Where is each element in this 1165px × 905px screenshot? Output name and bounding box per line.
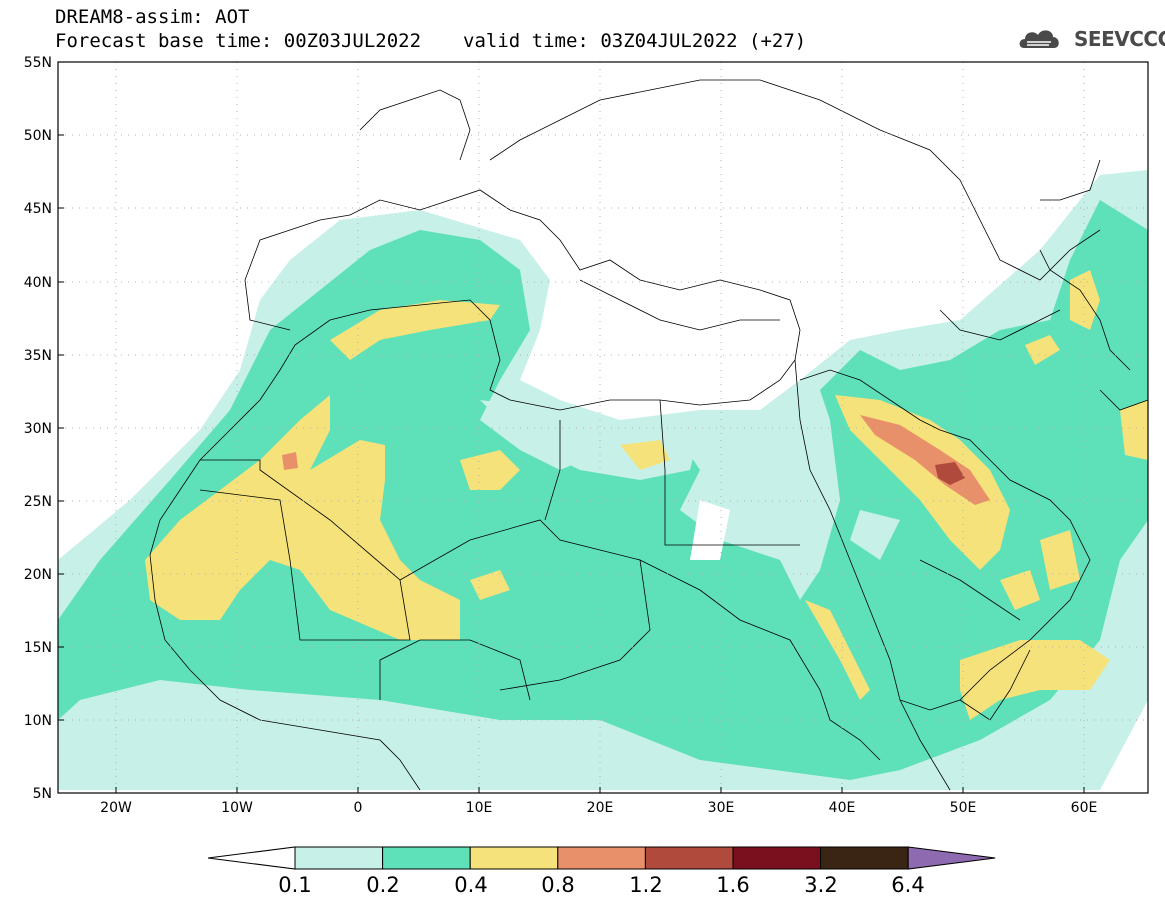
colorbar-cell [382,846,471,870]
axis-ticks [58,61,1085,793]
lat-label: 25N [24,494,52,510]
lat-label: 55N [24,55,52,71]
colorbar-label: 1.6 [716,873,749,897]
lat-label: 10N [24,713,52,729]
aot-contours [58,170,1148,790]
colorbar-label: 0.8 [541,873,574,897]
map-title: DREAM8-assim: AOT [55,6,250,28]
colorbar-over-arrow [907,846,996,870]
lat-label: 45N [24,201,52,217]
colorbar-under-arrow [207,846,296,870]
colorbar-cell [820,846,909,870]
lon-label: 20W [100,800,132,816]
lon-label: 30E [708,800,735,816]
colorbar-cell [557,846,646,870]
logo-text: SEEVCCC [1074,27,1165,51]
colorbar-label: 0.4 [454,873,487,897]
coastlines-borders [149,79,1148,791]
lat-lon-grid [58,62,1148,793]
aot-band-0.4 [145,395,460,640]
lon-label: 10E [466,800,493,816]
lat-label: 35N [24,348,52,364]
colorbar-cells [207,846,996,870]
cloud-logo-icon [1019,30,1059,48]
lat-label: 50N [24,128,52,144]
colorbar-labels: 0.1 0.2 0.4 0.8 1.2 1.6 3.2 6.4 [278,873,924,897]
lat-label: 15N [24,640,52,656]
lon-label: 40E [829,800,856,816]
aot-band-1.2 [935,462,965,485]
lon-label: 60E [1071,800,1098,816]
colorbar-cell [294,846,384,870]
aot-colorbar: 0.1 0.2 0.4 0.8 1.2 1.6 3.2 6.4 [207,846,996,897]
lon-label: 50E [950,800,977,816]
lat-label: 40N [24,275,52,291]
colorbar-label: 0.1 [278,873,311,897]
colorbar-cell [469,846,559,870]
valid-time: valid time: 03Z04JUL2022 (+27) [463,30,807,52]
colorbar-cell [732,846,822,870]
lon-label: 0 [354,800,363,816]
aot-band-0.2 [58,200,1148,780]
colorbar-label: 6.4 [891,873,924,897]
colorbar-label: 1.2 [629,873,662,897]
base-time: Forecast base time: 00Z03JUL2022 [55,30,422,52]
aot-band-0.8 [860,415,990,505]
forecast-times: Forecast base time: 00Z03JUL2022 valid ti… [55,31,806,51]
colorbar-label: 0.2 [366,873,399,897]
lon-label: 20E [587,800,614,816]
colorbar-label: 3.2 [804,873,837,897]
aot-map: 55N 50N 45N 40N 35N 30N 25N 20N 15N 10N … [24,55,1149,816]
lat-label: 30N [24,421,52,437]
lat-label: 5N [33,786,52,802]
lon-label: 10W [221,800,253,816]
lat-label: 20N [24,567,52,583]
colorbar-cell [644,846,734,870]
